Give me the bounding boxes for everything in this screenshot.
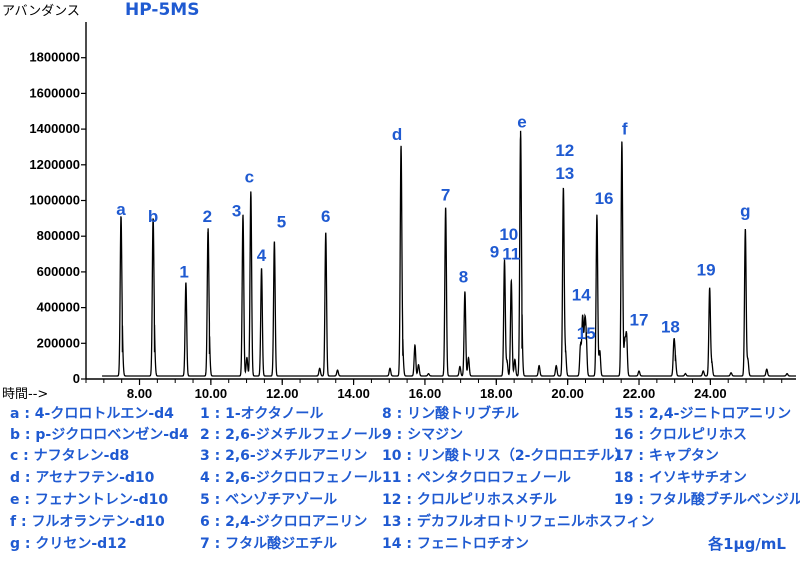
chart-title: HP-5MS (125, 0, 200, 20)
legend-entry: 12 : クロルピリホスメチル (382, 492, 557, 508)
peak-label-6: 6 (321, 207, 330, 226)
x-tick-label: 8.00 (127, 386, 152, 401)
peak-label-13: 13 (555, 164, 574, 183)
peak-label-11: 11 (502, 244, 520, 263)
x-axis-label: 時間--> (2, 387, 49, 402)
peak-label-19: 19 (697, 260, 716, 279)
peak-label-12: 12 (555, 141, 574, 160)
x-tick-label: 24.00 (694, 386, 727, 401)
peak-label-7: 7 (441, 186, 450, 205)
axes-group: 0 200000 400000 600000 800000 1000000 1200000 1… (29, 22, 796, 401)
y-tick-label: 1600000 (29, 85, 80, 100)
y-tick-label: 200000 (37, 335, 80, 350)
legend-entry: 18 : イソキサチオン (614, 470, 747, 486)
peak-label-9: 9 (490, 243, 499, 262)
concentration-note: 各1μg/mL (708, 535, 786, 553)
legend-entry: 3 : 2,6-ジメチルアニリン (200, 448, 368, 464)
peak-label-10: 10 (499, 225, 518, 244)
x-tick-label: 14.00 (337, 386, 370, 401)
peak-label-g: g (740, 202, 750, 221)
legend-entry: 6 : 2,4-ジクロロアニリン (200, 514, 368, 530)
y-tick-label: 800000 (37, 228, 80, 243)
peak-label-a: a (116, 200, 126, 219)
peak-label-17: 17 (630, 310, 649, 329)
y-tick-label: 400000 (37, 300, 80, 315)
x-tick-label: 16.00 (409, 386, 442, 401)
legend-entry: 14 : フェニトロチオン (382, 536, 529, 552)
legend-entry: 1 : 1-オクタノール (200, 406, 324, 422)
peak-label-2: 2 (203, 207, 212, 226)
peak-label-5: 5 (277, 212, 286, 231)
legend-entry: 7 : フタル酸ジエチル (200, 536, 338, 552)
x-tick-label: 12.00 (266, 386, 299, 401)
peak-label-15: 15 (577, 324, 596, 343)
legend-entry: 16 : クロルピリホス (614, 427, 747, 443)
legend-entry: f : フルオランテン-d10 (10, 514, 165, 530)
legend-entry: 2 : 2,6-ジメチルフェノール (200, 427, 382, 443)
legend-entry: 17 : キャプタン (614, 448, 719, 464)
legend-entry: 15 : 2,4-ジニトロアニリン (614, 406, 792, 422)
y-tick-label: 1000000 (29, 193, 80, 208)
peak-label-3: 3 (232, 202, 241, 221)
legend-entry: 4 : 2,6-ジクロロフェノール (200, 470, 382, 486)
legend-entry: d : アセナフテン-d10 (10, 470, 155, 486)
legend-entry: 9 : シマジン (382, 427, 464, 443)
peak-label-f: f (622, 119, 628, 138)
peak-label-16: 16 (595, 189, 614, 208)
y-axis-label: アバンダンス (2, 4, 80, 19)
peak-label-14: 14 (572, 285, 591, 304)
x-tick-label: 20.00 (551, 386, 584, 401)
chromatogram-trace (102, 130, 796, 377)
legend-entry: b : p-ジクロロベンゼン-d4 (10, 427, 189, 443)
x-tick-label: 22.00 (623, 386, 656, 401)
peak-label-d: d (392, 125, 402, 144)
y-tick-label: 600000 (37, 264, 80, 279)
y-tick-label: 1800000 (29, 50, 80, 65)
legend-entry: 5 : ベンゾチアゾール (200, 492, 338, 508)
legend-entry: c : ナフタレン-d8 (10, 448, 130, 464)
y-tick-label: 0 (73, 371, 80, 386)
legend-entry: a : 4-クロロトルエン-d4 (10, 406, 174, 422)
y-tick-label: 1200000 (29, 157, 80, 172)
legend-entry: 10 : リン酸トリス（2-クロロエチル） (382, 448, 629, 464)
legend-entry: g : クリセン-d12 (10, 536, 127, 552)
legend-entry: 19 : フタル酸ブチルベンジル (614, 492, 800, 508)
peak-label-1: 1 (179, 262, 188, 281)
x-tick-label: 18.00 (480, 386, 513, 401)
x-tick-label: 10.00 (195, 386, 228, 401)
peak-label-e: e (517, 112, 526, 131)
legend-entry: 8 : リン酸トリブチル (382, 406, 520, 422)
peak-label-c: c (245, 168, 254, 187)
y-tick-label: 1400000 (29, 121, 80, 136)
peak-label-4: 4 (257, 246, 267, 265)
peak-label-8: 8 (459, 268, 468, 287)
peak-label-b: b (148, 207, 158, 226)
compound-legend: a : 4-クロロトルエン-d4 b : p-ジクロロベンゼン-d4 c : ナ… (0, 403, 800, 563)
legend-entry: e : フェナントレン-d10 (10, 492, 169, 508)
peak-label-18: 18 (661, 318, 680, 337)
legend-entry: 11 : ペンタクロロフェノール (382, 470, 571, 486)
legend-entry: 13 : デカフルオロトリフェニルホスフィン (382, 514, 655, 530)
